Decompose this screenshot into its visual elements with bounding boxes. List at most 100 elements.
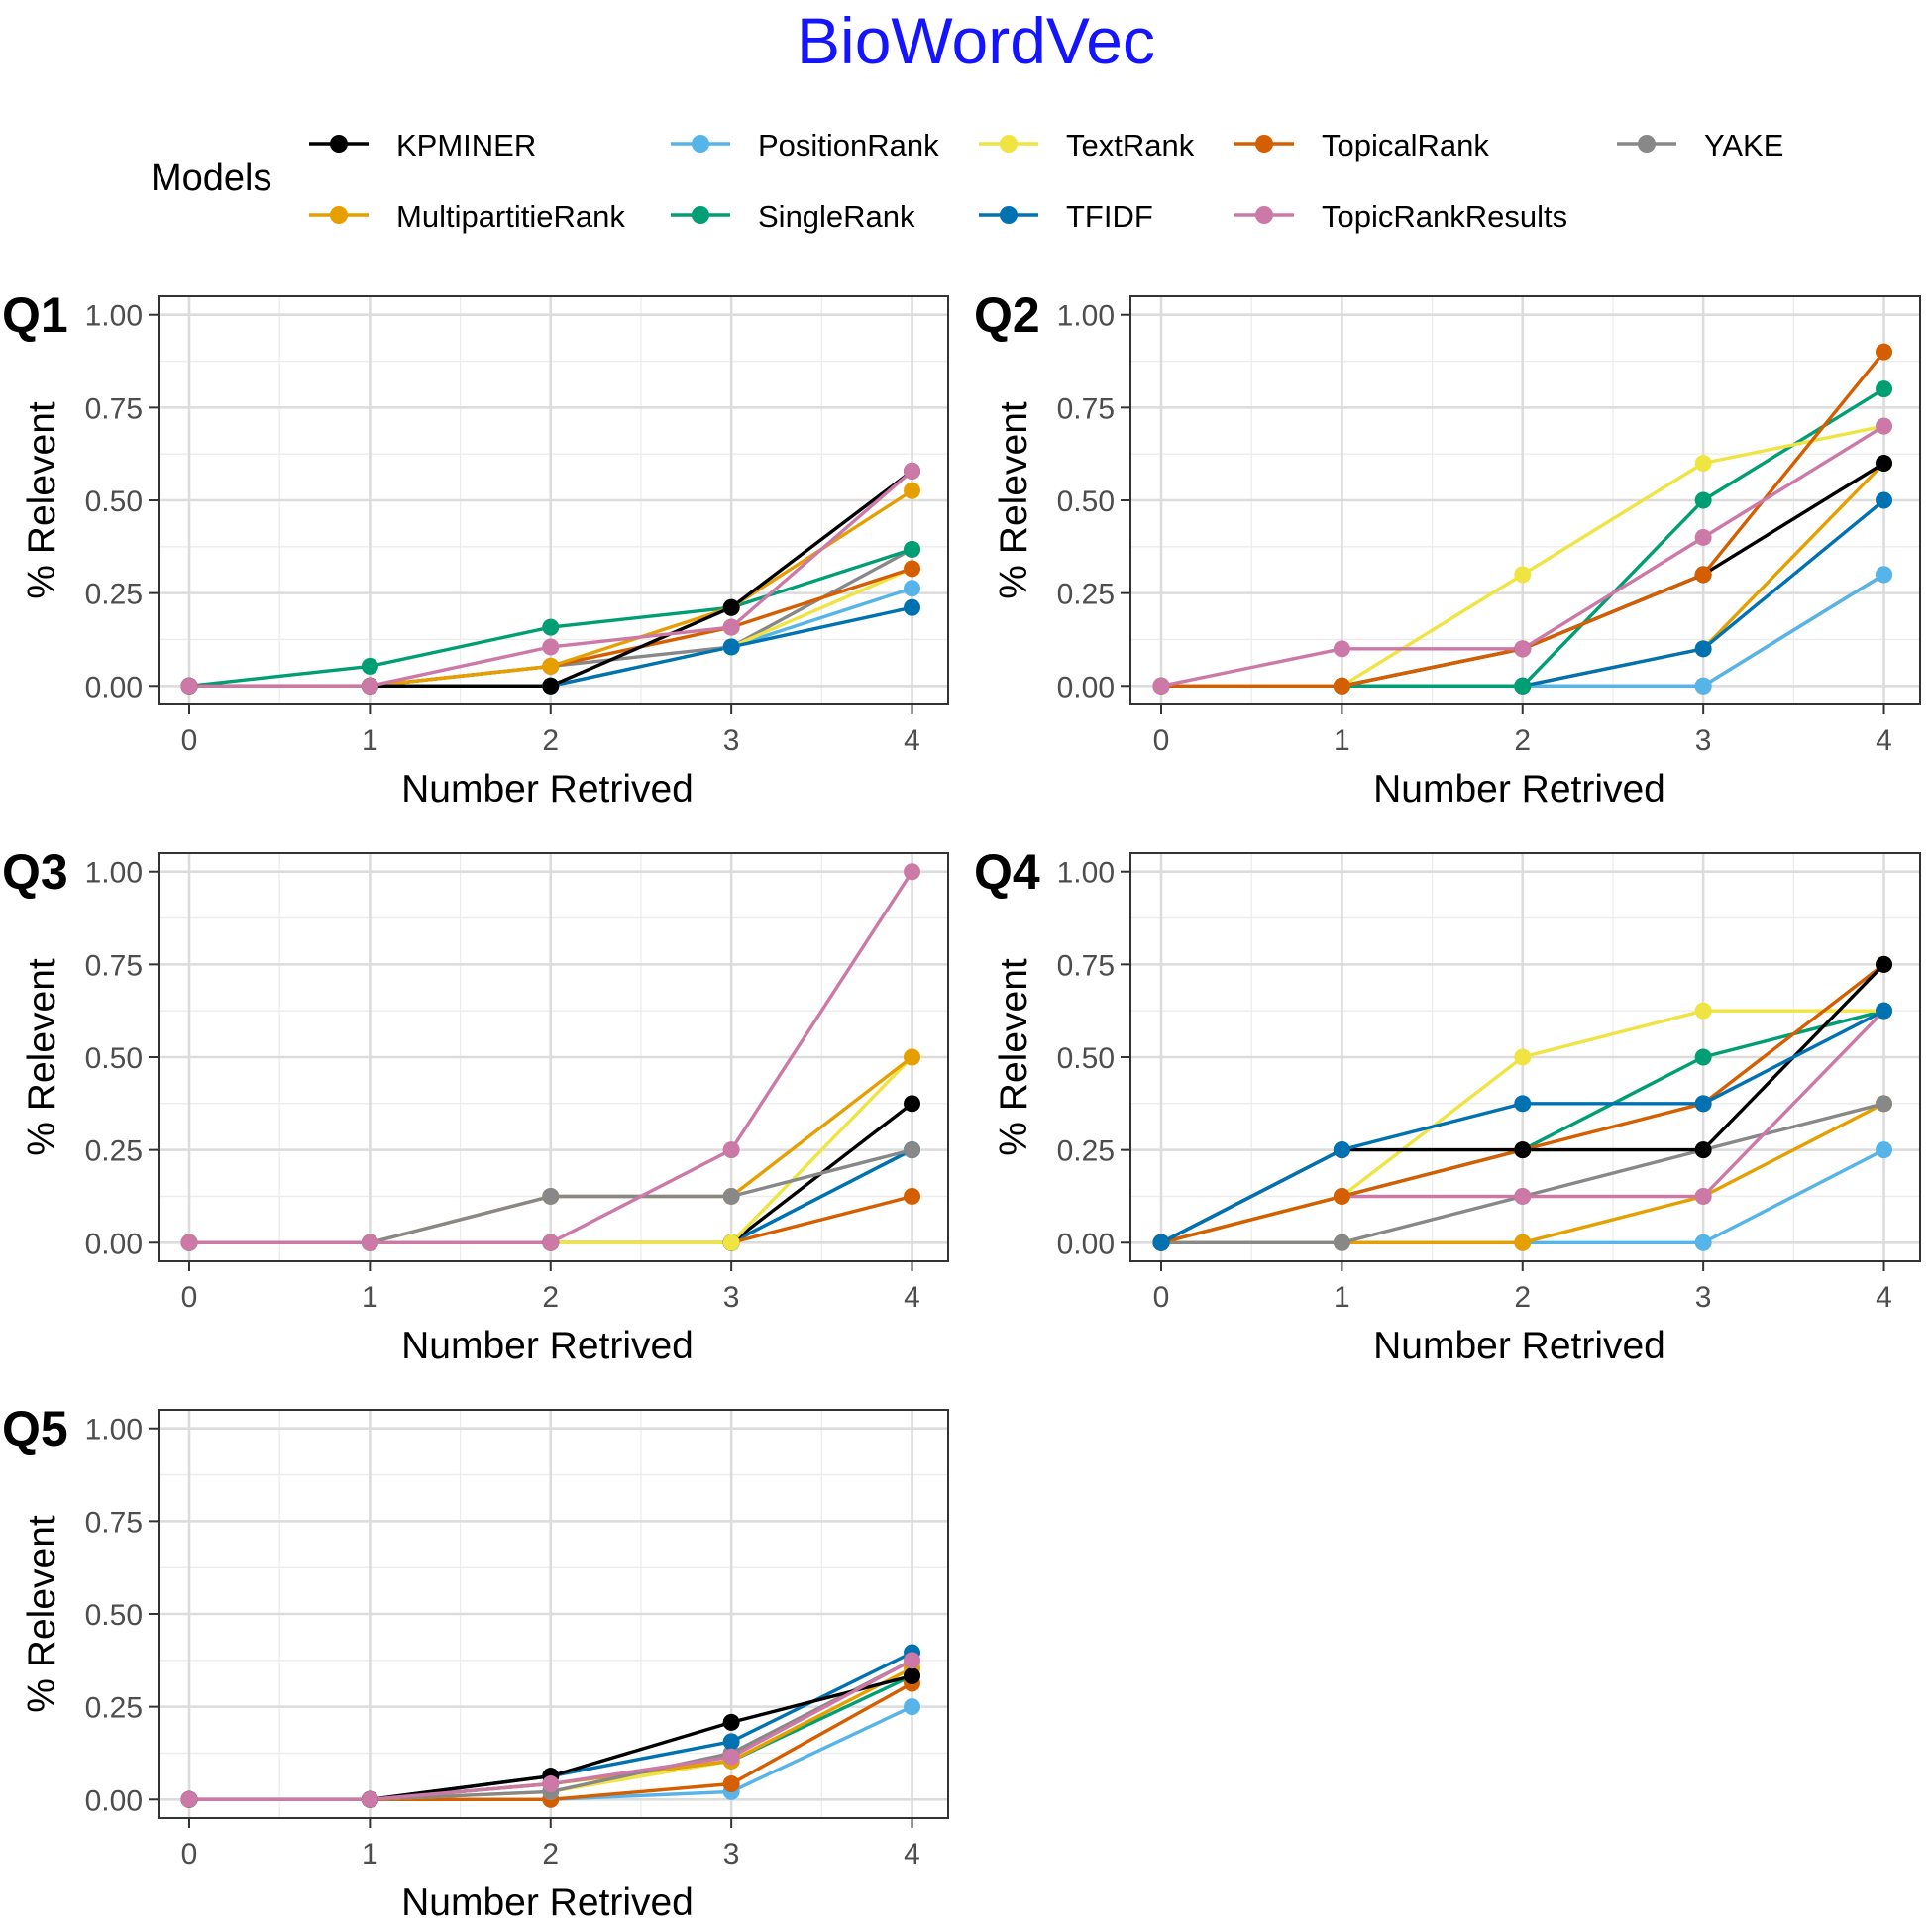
x-tick-label: 4	[904, 1838, 920, 1871]
legend-title: Models	[151, 158, 272, 199]
legend-swatch-point	[1638, 135, 1656, 153]
data-point-kpminer	[1876, 455, 1893, 473]
y-axis: 0.00 0.25 0.50 0.75 1.00	[1057, 857, 1130, 1260]
data-point-topic-rank-results	[722, 618, 740, 636]
legend-label: PositionRank	[758, 128, 939, 162]
data-point-text-rank	[1694, 455, 1712, 473]
data-point-topic-rank-results	[904, 462, 921, 480]
legend-swatch-point	[330, 206, 348, 224]
y-tick-label: 0.25	[1057, 1135, 1115, 1168]
data-point-topic-rank-results	[904, 1652, 921, 1669]
legend-item-topic-rank-results: TopicRankResults	[1234, 199, 1567, 234]
legend-label: YAKE	[1704, 128, 1783, 162]
data-point-topic-rank-results	[722, 1141, 740, 1159]
legend-label: MultipartitieRank	[396, 199, 625, 234]
x-axis: 0 1 2 3 4	[181, 1261, 920, 1314]
data-point-topic-rank-results	[1876, 417, 1893, 435]
legend-swatch-point	[1255, 206, 1273, 224]
data-point-kpminer	[904, 1095, 921, 1113]
legend-label: KPMINER	[396, 128, 536, 162]
legend-item-position-rank: PositionRank	[671, 128, 939, 162]
data-point-topic-rank-results	[361, 677, 378, 695]
data-point-topic-rank-results	[542, 638, 560, 656]
y-tick-label: 0.00	[85, 671, 143, 703]
data-point-tfidf	[1152, 1234, 1170, 1251]
data-point-single-rank	[1876, 380, 1893, 398]
data-point-kpminer	[542, 677, 560, 695]
data-point-tfidf	[1514, 1095, 1532, 1113]
x-tick-label: 1	[1334, 1281, 1350, 1314]
data-point-text-rank	[1694, 1002, 1712, 1020]
data-point-topical-rank	[1694, 566, 1712, 584]
series-points	[180, 462, 921, 695]
x-tick-label: 0	[181, 1838, 198, 1871]
y-axis: 0.00 0.25 0.50 0.75 1.00	[85, 300, 159, 703]
grid	[1130, 296, 1920, 704]
data-point-kpminer	[1876, 955, 1893, 973]
y-axis: 0.00 0.25 0.50 0.75 1.00	[1057, 300, 1130, 703]
y-tick-label: 0.50	[1057, 1042, 1115, 1075]
data-point-single-rank	[361, 657, 378, 675]
legend-label: TopicRankResults	[1322, 199, 1567, 234]
x-tick-label: 3	[723, 1838, 740, 1871]
data-point-position-rank	[1694, 677, 1712, 695]
legend-item-kpminer: KPMINER	[309, 128, 536, 162]
x-tick-label: 4	[1876, 724, 1892, 757]
x-tick-label: 0	[181, 1281, 198, 1314]
y-tick-label: 0.00	[85, 1784, 143, 1817]
y-tick-label: 1.00	[85, 857, 143, 890]
data-point-position-rank	[904, 580, 921, 597]
x-tick-label: 3	[723, 724, 740, 757]
x-axis-title: Number Retrived	[1373, 768, 1665, 810]
data-point-yake	[904, 1141, 921, 1159]
legend-label: TopicalRank	[1322, 128, 1489, 162]
data-point-topic-rank-results	[542, 1775, 560, 1793]
data-point-tfidf	[1694, 640, 1712, 658]
x-tick-label: 0	[1153, 724, 1170, 757]
data-point-position-rank	[1694, 1234, 1712, 1251]
x-tick-label: 0	[1153, 1281, 1170, 1314]
legend-swatch-point	[1000, 135, 1018, 153]
data-point-single-rank	[1694, 491, 1712, 509]
data-point-single-rank	[1514, 677, 1532, 695]
x-tick-label: 3	[1695, 1281, 1712, 1314]
y-tick-label: 0.25	[85, 1135, 143, 1168]
x-tick-label: 2	[542, 1838, 559, 1871]
y-tick-label: 0.75	[85, 949, 143, 982]
x-axis: 0 1 2 3 4	[1153, 1261, 1892, 1314]
legend-swatch-point	[692, 135, 709, 153]
data-point-topic-rank-results	[722, 1748, 740, 1766]
legend-label: SingleRank	[758, 199, 915, 234]
y-axis: 0.00 0.25 0.50 0.75 1.00	[85, 1414, 159, 1817]
y-axis-title: % Relevent	[21, 958, 63, 1156]
y-tick-label: 1.00	[1057, 300, 1115, 333]
data-point-tfidf	[722, 1733, 740, 1751]
legend-swatch-point	[1000, 206, 1018, 224]
legend-label: TFIDF	[1066, 199, 1153, 234]
x-axis-title: Number Retrived	[401, 1325, 694, 1367]
panel-label: Q2	[974, 287, 1040, 343]
legend-item-yake: YAKE	[1617, 128, 1783, 162]
data-point-text-rank	[722, 1234, 740, 1251]
x-tick-label: 1	[362, 1281, 378, 1314]
data-point-topical-rank	[1876, 343, 1893, 361]
x-tick-label: 1	[1334, 724, 1350, 757]
panel-label: Q3	[2, 844, 68, 900]
data-point-topical-rank	[722, 1775, 740, 1793]
data-point-multipartitie-rank	[1514, 1234, 1532, 1251]
data-point-topic-rank-results	[1694, 1187, 1712, 1205]
panel-q4: 0.00 0.25 0.50 0.75 1.00 0 1 2 3 4 Number Retrived…	[974, 844, 1921, 1367]
x-tick-label: 1	[362, 1838, 378, 1871]
panel-q2: 0.00 0.25 0.50 0.75 1.00 0 1 2 3 4 Number Retrived…	[974, 287, 1921, 810]
y-tick-label: 0.25	[85, 1692, 143, 1725]
x-axis: 0 1 2 3 4	[181, 704, 920, 757]
data-point-yake	[542, 1187, 560, 1205]
data-point-topic-rank-results	[180, 677, 198, 695]
legend-swatch-point	[1255, 135, 1273, 153]
y-tick-label: 1.00	[1057, 857, 1115, 890]
y-tick-label: 1.00	[85, 1414, 143, 1447]
data-point-topic-rank-results	[1514, 1187, 1532, 1205]
legend: Models KPMINER PositionRank TextRank Topica…	[151, 128, 1783, 234]
x-axis: 0 1 2 3 4	[181, 1818, 920, 1871]
series-points	[180, 1644, 921, 1808]
